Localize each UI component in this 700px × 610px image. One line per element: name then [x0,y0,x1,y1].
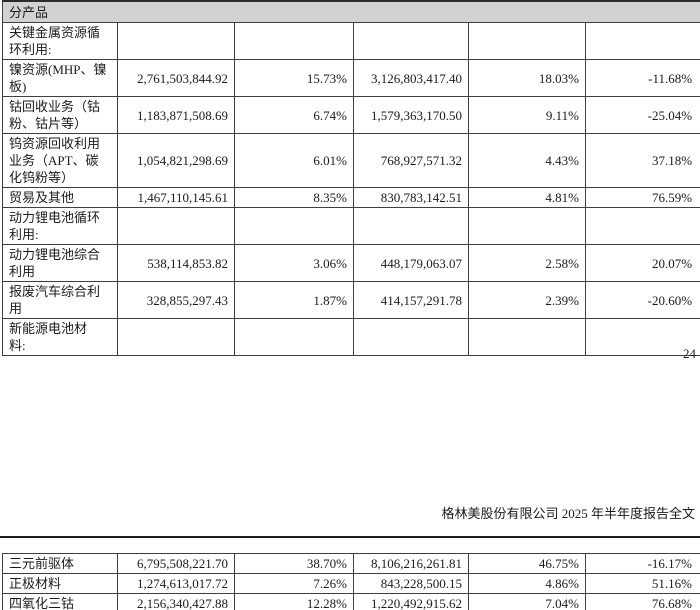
yoy-change-cell [584,22,700,60]
table-row: 三元前驱体 6,795,508,221.70 38.70% 8,106,216,… [2,553,700,574]
product-name-cell: 镍资源(MHP、镍 板) [2,59,118,97]
revenue-share-cell [234,207,354,245]
product-name-cell: 贸易及其他 [2,187,118,208]
yoy-change-cell: -16.17% [585,553,700,574]
revenue-cell [117,22,235,60]
prior-share-cell: 4.81% [468,187,586,208]
section-header-label: 分产品 [1,0,700,23]
revenue-share-cell: 15.73% [234,59,354,97]
product-name-cell: 动力锂电池综合 利用 [2,244,118,282]
revenue-cell: 328,855,297.43 [117,281,235,319]
revenue-share-cell: 7.26% [234,573,354,594]
prior-revenue-cell: 414,157,291.78 [353,281,469,319]
prior-revenue-cell: 3,126,803,417.40 [353,59,469,97]
table-row: 动力锂电池综合 利用 538,114,853.82 3.06% 448,179,… [2,244,700,282]
revenue-cell: 6,795,508,221.70 [117,553,235,574]
yoy-change-cell: 37.18% [584,133,700,188]
prior-share-cell: 9.11% [468,96,586,134]
table-row: 镍资源(MHP、镍 板) 2,761,503,844.92 15.73% 3,1… [2,59,700,97]
revenue-cell [117,207,235,245]
table-row: 新能源电池材 料: [2,318,700,356]
product-name-cell: 报废汽车综合利 用 [2,281,118,319]
yoy-change-cell: 20.07% [584,244,700,282]
section-header-row: 分产品 [1,0,700,23]
product-name-cell: 新能源电池材 料: [2,318,118,356]
revenue-cell: 1,467,110,145.61 [117,187,235,208]
revenue-share-cell [234,318,354,356]
prior-revenue-cell: 448,179,063.07 [353,244,469,282]
revenue-share-cell: 8.35% [234,187,354,208]
prior-share-cell: 18.03% [468,59,586,97]
yoy-change-cell: 76.68% [585,593,700,610]
yoy-change-cell: 76.59% [584,187,700,208]
product-name-cell: 三元前驱体 [2,553,118,574]
prior-share-cell [468,318,586,356]
revenue-share-cell: 6.01% [234,133,354,188]
table-row: 报废汽车综合利 用 328,855,297.43 1.87% 414,157,2… [2,281,700,319]
product-name-cell: 正极材料 [2,573,118,594]
prior-revenue-cell [353,318,469,356]
prior-share-cell [468,207,586,245]
revenue-share-cell: 12.28% [234,593,354,610]
yoy-change-cell: -25.04% [584,96,700,134]
revenue-share-cell: 3.06% [234,244,354,282]
prior-revenue-cell: 768,927,571.32 [353,133,469,188]
revenue-cell: 1,054,821,298.69 [117,133,235,188]
product-name-cell: 关键金属资源循 环利用: [2,22,118,60]
yoy-change-cell: -11.68% [584,59,700,97]
yoy-change-cell: 51.16% [585,573,700,594]
prior-share-cell: 4.43% [468,133,586,188]
yoy-change-cell [584,318,700,356]
table-row: 关键金属资源循 环利用: [2,22,700,60]
materials-table: 三元前驱体 6,795,508,221.70 38.70% 8,106,216,… [2,553,700,610]
product-breakdown-table: 分产品 关键金属资源循 环利用: 镍资源(MHP、镍 板) 2,761,503,… [1,0,700,356]
prior-share-cell: 7.04% [468,593,586,610]
table-row: 正极材料 1,274,613,017.72 7.26% 843,228,500.… [2,573,700,594]
prior-share-cell [468,22,586,60]
table-row: 四氧化三钴 2,156,340,427.88 12.28% 1,220,492,… [2,593,700,610]
revenue-share-cell: 1.87% [234,281,354,319]
table-row: 动力锂电池循环 利用: [2,207,700,245]
revenue-share-cell: 6.74% [234,96,354,134]
yoy-change-cell [584,207,700,245]
prior-share-cell: 2.58% [468,244,586,282]
revenue-cell [117,318,235,356]
prior-share-cell: 4.86% [468,573,586,594]
prior-revenue-cell: 1,220,492,915.62 [353,593,469,610]
prior-revenue-cell: 843,228,500.15 [353,573,469,594]
prior-share-cell: 2.39% [468,281,586,319]
page-number: 24 [683,346,696,361]
running-header: 格林美股份有限公司 2025 年半年度报告全文 [441,506,695,521]
revenue-share-cell: 38.70% [234,553,354,574]
revenue-cell: 2,761,503,844.92 [117,59,235,97]
revenue-cell: 1,274,613,017.72 [117,573,235,594]
product-name-cell: 钴回收业务（钴 粉、钴片等） [2,96,118,134]
prior-share-cell: 46.75% [468,553,586,574]
product-name-cell: 钨资源回收利用 业务（APT、碳 化钨粉等） [2,133,118,188]
header-rule [0,536,700,538]
prior-revenue-cell: 8,106,216,261.81 [353,553,469,574]
revenue-cell: 2,156,340,427.88 [117,593,235,610]
revenue-share-cell [234,22,354,60]
revenue-cell: 538,114,853.82 [117,244,235,282]
table-row: 钨资源回收利用 业务（APT、碳 化钨粉等） 1,054,821,298.69 … [2,133,700,188]
product-name-cell: 动力锂电池循环 利用: [2,207,118,245]
prior-revenue-cell: 830,783,142.51 [353,187,469,208]
prior-revenue-cell [353,22,469,60]
yoy-change-cell: -20.60% [584,281,700,319]
product-name-cell: 四氧化三钴 [2,593,118,610]
table-row: 钴回收业务（钴 粉、钴片等） 1,183,871,508.69 6.74% 1,… [2,96,700,134]
prior-revenue-cell: 1,579,363,170.50 [353,96,469,134]
table-row: 贸易及其他 1,467,110,145.61 8.35% 830,783,142… [2,187,700,208]
revenue-cell: 1,183,871,508.69 [117,96,235,134]
prior-revenue-cell [353,207,469,245]
